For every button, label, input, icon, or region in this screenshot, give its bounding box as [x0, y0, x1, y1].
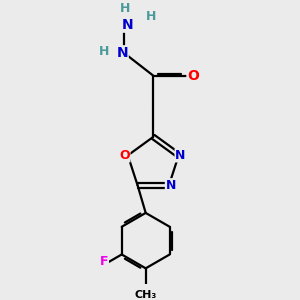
Text: O: O — [119, 149, 130, 162]
Text: N: N — [165, 179, 176, 192]
Text: H: H — [98, 45, 109, 58]
Text: N: N — [122, 18, 134, 32]
Text: H: H — [146, 10, 156, 23]
Text: N: N — [116, 46, 128, 60]
Text: N: N — [175, 149, 185, 162]
Text: O: O — [187, 69, 199, 82]
Text: H: H — [120, 2, 131, 15]
Text: CH₃: CH₃ — [135, 290, 157, 300]
Text: F: F — [100, 255, 108, 268]
